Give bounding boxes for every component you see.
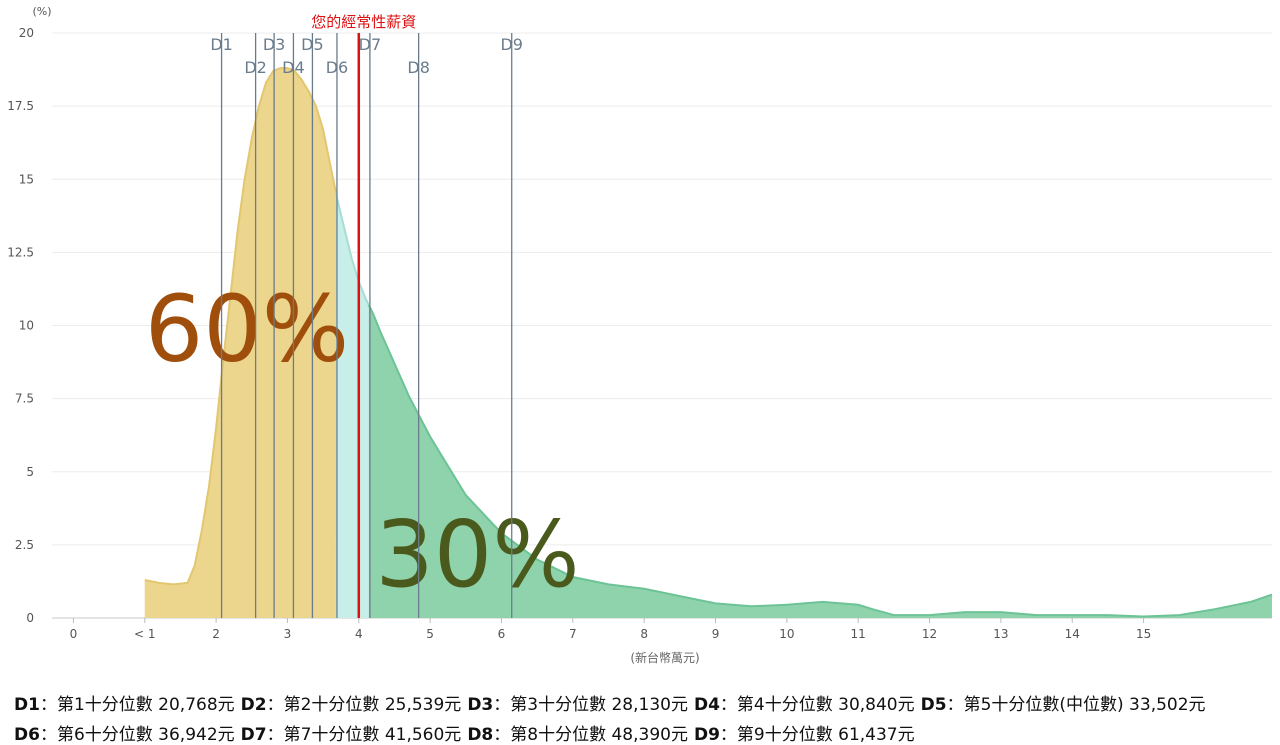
y-tick-label: 12.5 [7,245,34,259]
decile-legend-row-1: D1：第1十分位數 20,768元 D2：第2十分位數 25,539元 D3：第3十… [14,690,1212,715]
y-tick-label: 20 [19,26,34,40]
legend-text: ：第4十分位數 30,840元 [719,695,915,715]
legend-key: D1 [14,695,40,715]
legend-key: D6 [14,725,40,745]
decile-label-d7: D7 [359,35,382,54]
x-tick-label: 9 [712,627,720,641]
area-region-3 [368,305,1272,618]
decile-label-d6: D6 [326,58,349,77]
percent-annotation: 30% [375,501,579,608]
legend-text: ：第5十分位數(中位數) 33,502元 [946,695,1206,715]
x-tick-label: 14 [1065,627,1080,641]
legend-key: D7 [240,725,267,745]
x-tick-label: 3 [284,627,292,641]
x-tick-label: < 1 [134,627,156,641]
x-tick-label: 12 [922,627,937,641]
percent-annotation: 60% [145,276,349,383]
legend-item-d4: D4：第4十分位數 30,840元 [694,695,915,715]
your-salary-label: 您的經常性薪資 [311,13,416,31]
x-tick-label: 8 [640,627,648,641]
x-axis-unit: (新台幣萬元) [630,650,699,665]
y-tick-label: 0 [26,611,34,625]
legend-key: D2 [240,695,267,715]
decile-label-d4: D4 [282,58,305,77]
decile-label-d5: D5 [301,35,324,54]
legend-item-d5: D5：第5十分位數(中位數) 33,502元 [921,695,1206,715]
legend-key: D8 [467,725,494,745]
decile-legend-row-2: D6：第6十分位數 36,942元 D7：第7十分位數 41,560元 D8：第8十… [14,720,921,745]
decile-label-d2: D2 [244,58,267,77]
x-tick-label: 4 [355,627,363,641]
x-tick-label: 6 [498,627,506,641]
legend-text: ：第7十分位數 41,560元 [266,725,462,745]
decile-label-d9: D9 [500,35,523,54]
x-tick-label: 5 [426,627,434,641]
area-outline-3 [367,304,1273,618]
decile-label-d8: D8 [407,58,430,77]
y-tick-label: 5 [26,465,34,479]
legend-item-d6: D6：第6十分位數 36,942元 [14,725,235,745]
x-tick-label: 2 [212,627,220,641]
x-tick-label: 11 [851,627,866,641]
x-tick-label: 10 [779,627,794,641]
y-tick-label: 10 [19,319,34,333]
legend-item-d8: D8：第8十分位數 48,390元 [467,725,688,745]
area-outline-1 [144,67,337,586]
decile-label-d1: D1 [210,35,233,54]
legend-text: ：第1十分位數 20,768元 [39,695,235,715]
legend-item-d7: D7：第7十分位數 41,560元 [241,725,462,745]
legend-text: ：第8十分位數 48,390元 [493,725,688,745]
legend-text: ：第3十分位數 28,130元 [493,695,688,715]
legend-text: ：第9十分位數 61,437元 [719,725,915,745]
decile-label-d3: D3 [263,35,286,54]
x-tick-label: 15 [1136,627,1151,641]
area-region-1 [144,68,336,619]
y-axis-unit: (%) [32,5,51,18]
legend-text: ：第6十分位數 36,942元 [39,725,235,745]
legend-key: D3 [467,695,494,715]
y-tick-label: 17.5 [7,99,34,113]
y-tick-label: 15 [19,172,34,186]
x-tick-label: 0 [70,627,78,641]
legend-key: D9 [693,725,720,745]
legend-text: ：第2十分位數 25,539元 [266,695,462,715]
x-tick-label: 13 [993,627,1008,641]
legend-key: D4 [693,695,720,715]
legend-item-d2: D2：第2十分位數 25,539元 [241,695,462,715]
y-tick-label: 7.5 [15,392,34,406]
area-region-2 [335,192,369,618]
legend-key: D5 [920,695,947,715]
legend-item-d1: D1：第1十分位數 20,768元 [14,695,235,715]
x-tick-label: 7 [569,627,577,641]
legend-item-d3: D3：第3十分位數 28,130元 [467,695,688,715]
y-tick-label: 2.5 [15,538,34,552]
legend-item-d9: D9：第9十分位數 61,437元 [694,725,915,745]
